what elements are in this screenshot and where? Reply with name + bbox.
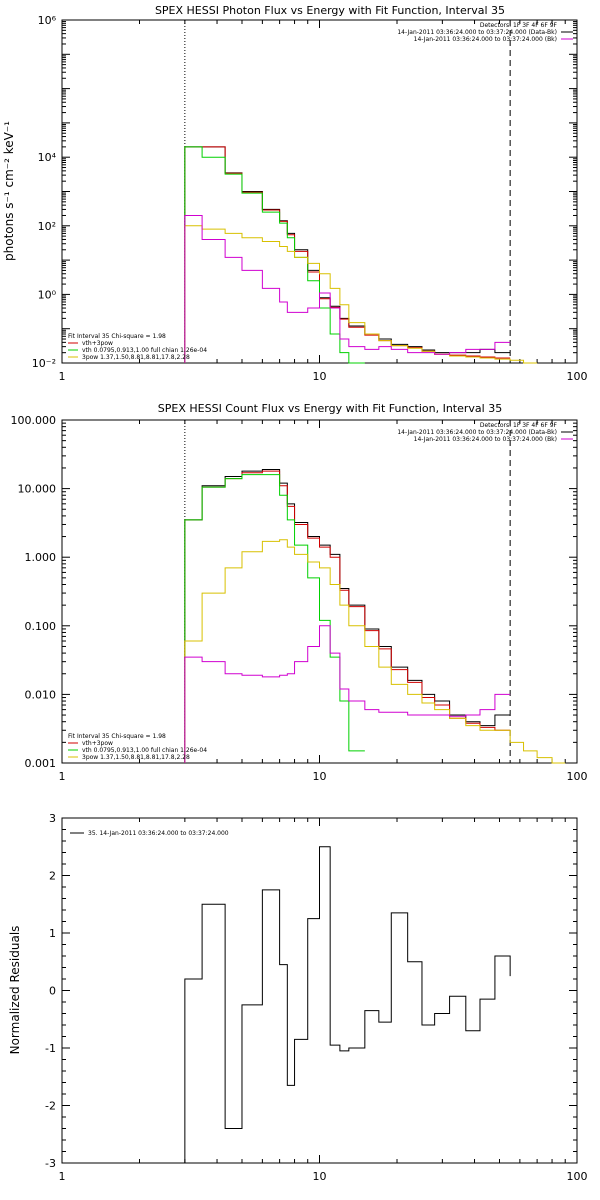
histogram-series: [184, 470, 511, 763]
y-tick-label: 10⁰: [38, 288, 57, 301]
x-tick-label: 1: [59, 770, 66, 783]
y-tick-label: 10²: [38, 220, 56, 233]
residuals-x-axis: 1 10 100: [59, 818, 588, 1183]
photon-flux-title: SPEX HESSI Photon Flux vs Energy with Fi…: [155, 4, 505, 17]
legend-entry: Detectors: 1F 3F 4F 6F 9F: [480, 422, 558, 429]
y-tick-label: 0.001: [25, 757, 57, 770]
y-tick-label: -3: [45, 1157, 56, 1170]
count-flux-title: SPEX HESSI Count Flux vs Energy with Fit…: [158, 402, 502, 415]
count-flux-y-axis: 0.001 0.010 0.100 1.000 10.000 100.000: [11, 414, 577, 770]
y-tick-label: 1.000: [25, 551, 57, 564]
histogram-series: [184, 539, 566, 764]
y-tick-label: 10.000: [18, 483, 57, 496]
histogram-series: [184, 146, 511, 363]
y-tick-label: 3: [49, 812, 56, 825]
y-tick-label: 1: [49, 927, 56, 940]
photon-flux-y-axis: 10⁻² 10⁰ 10² 10⁴ 10⁶: [32, 14, 577, 370]
y-tick-label: 0: [49, 985, 56, 998]
residuals-y-axis: -3 -2 -1 0 1 2 3: [45, 812, 577, 1170]
y-tick-label: 10⁴: [38, 151, 57, 164]
photon-flux-legend-bottom-left: Fit Interval 35 Chi-square = 1.98vth+3po…: [68, 333, 207, 361]
histogram-series: [184, 214, 511, 363]
count-flux-vlines: [184, 420, 511, 763]
legend-entry: 14-Jan-2011 03:36:24.000 to 03:37:24.000…: [397, 429, 557, 436]
residuals-legend: 35. 14-Jan-2011 03:36:24.000 to 03:37:24…: [70, 830, 229, 837]
legend-entry: 14-Jan-2011 03:36:24.000 to 03:37:24.000…: [397, 29, 557, 36]
x-tick-label: 100: [567, 770, 588, 783]
legend-entry: vth 0.0795,0.913,1.00 full chian 1.26e-0…: [82, 347, 207, 354]
x-tick-label: 100: [567, 1170, 588, 1183]
photon-flux-series: [184, 146, 538, 364]
x-tick-label: 1: [59, 1170, 66, 1183]
histogram-series: [184, 225, 538, 364]
legend-entry: 3pow 1.37,1.50,8.81,8.81,17.8,2.28: [82, 354, 190, 361]
photon-flux-frame: [61, 19, 578, 364]
y-tick-label: 2: [49, 870, 56, 883]
count-flux-x-axis: 1 10 100: [59, 420, 588, 783]
legend-entry: vth 0.0795,0.913,1.00 full chian 1.26e-0…: [82, 747, 207, 754]
histogram-series: [184, 468, 511, 763]
y-tick-label: 10⁻²: [32, 357, 56, 370]
y-tick-label: -2: [45, 1100, 56, 1113]
legend-entry: 3pow 1.37,1.50,8.81,8.81,17.8,2.28: [82, 754, 190, 761]
legend-entry: Fit Interval 35 Chi-square = 1.98: [68, 733, 166, 740]
residuals-panel: Normalized Residuals 1 10 100 -3 -2 -1 0 1 2 3 3…: [8, 812, 588, 1183]
histogram-series: [184, 146, 511, 363]
photon-flux-x-axis: 1 10 100: [59, 20, 588, 383]
y-tick-label: 0.100: [25, 620, 57, 633]
x-tick-label: 1: [59, 370, 66, 383]
residuals-legend-text: 35. 14-Jan-2011 03:36:24.000 to 03:37:24…: [88, 830, 229, 837]
legend-entry: vth+3pow: [82, 340, 113, 347]
x-tick-label: 10: [313, 1170, 327, 1183]
legend-entry: Detectors: 1F 3F 4F 6F 9F: [480, 22, 558, 29]
histogram-series: [184, 474, 365, 763]
histogram-series: [184, 625, 511, 763]
count-flux-legend-bottom-left: Fit Interval 35 Chi-square = 1.98vth+3po…: [68, 733, 207, 761]
y-tick-label: 0.010: [25, 688, 57, 701]
x-tick-label: 100: [567, 370, 588, 383]
y-tick-label: -1: [45, 1042, 56, 1055]
x-tick-label: 10: [313, 370, 327, 383]
legend-entry: 14-Jan-2011 03:36:24.000 to 03:37:24.000…: [414, 36, 557, 43]
photon-flux-vlines: [184, 20, 511, 363]
photon-flux-ylabel: photons s⁻¹ cm⁻² keV⁻¹: [2, 121, 16, 261]
legend-entry: 14-Jan-2011 03:36:24.000 to 03:37:24.000…: [414, 436, 557, 443]
photon-flux-panel: SPEX HESSI Photon Flux vs Energy with Fi…: [2, 4, 588, 383]
histogram-series: [184, 846, 511, 1163]
histogram-series: [184, 146, 365, 364]
x-tick-label: 10: [313, 770, 327, 783]
y-tick-label: 100.000: [11, 414, 57, 427]
count-flux-series: [184, 468, 566, 764]
legend-entry: vth+3pow: [82, 740, 113, 747]
legend-entry: Fit Interval 35 Chi-square = 1.98: [68, 333, 166, 340]
residuals-ylabel: Normalized Residuals: [8, 926, 22, 1055]
count-flux-panel: SPEX HESSI Count Flux vs Energy with Fit…: [11, 402, 588, 783]
residuals-series: [184, 846, 511, 1163]
y-tick-label: 10⁶: [38, 14, 57, 27]
